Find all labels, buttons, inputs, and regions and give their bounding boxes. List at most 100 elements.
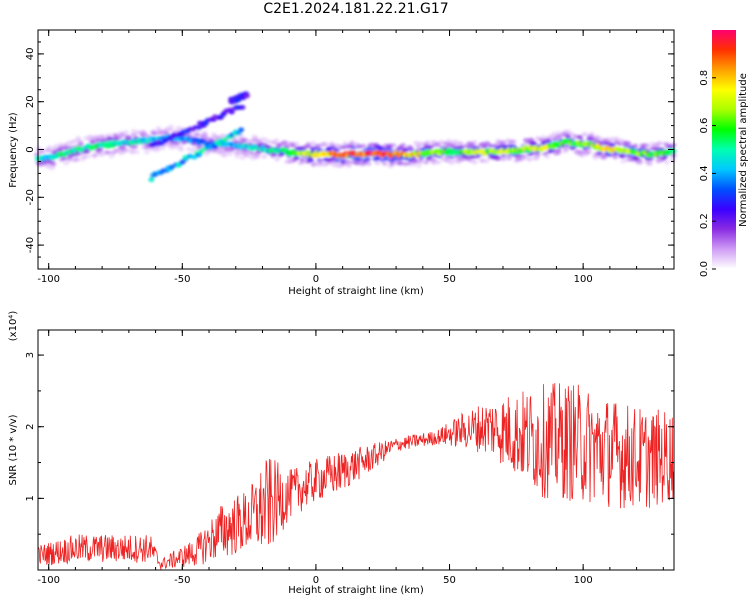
spectrogram-cell — [105, 150, 112, 155]
snr-x-tick-label: -50 — [174, 575, 190, 586]
spectrogram-y-tick-label: 0 — [25, 146, 36, 152]
colorbar-gradient — [712, 30, 736, 269]
spectrogram-cell — [416, 159, 423, 164]
spectrogram-cell — [522, 154, 529, 159]
spectrogram-cell — [172, 144, 179, 149]
spectrogram-cell — [234, 154, 241, 159]
spectrogram-cell — [601, 155, 608, 160]
spectrogram-cell — [220, 133, 227, 138]
spectrogram-cell — [322, 142, 329, 147]
spectrogram-cell — [349, 141, 356, 146]
spectrogram-cell — [46, 144, 53, 150]
colorbar-label: Normalized spectral amplitude — [738, 73, 749, 227]
spectrogram-cell — [585, 149, 592, 154]
spectrogram-y-tick-label: 40 — [25, 48, 36, 61]
spectrogram-cell — [411, 158, 418, 163]
spectrogram-cell — [247, 138, 254, 144]
spectrogram-cell — [534, 156, 541, 161]
snr-y-tick-label: 1 — [25, 495, 36, 501]
spectrogram-cell — [345, 163, 352, 168]
spectrogram-cell — [246, 153, 253, 159]
spectrogram-cell — [132, 144, 139, 149]
spectrogram-cell — [582, 132, 589, 137]
spectrogram-cell — [122, 130, 129, 135]
colorbar-ticks: 0.0 0.2 0.4 0.6 0.8 — [699, 70, 716, 277]
spectrogram-cell — [76, 151, 83, 157]
snr-y-tick-label: 2 — [25, 424, 36, 430]
spectrogram-cell — [239, 155, 246, 160]
snr-x-tick-label: 100 — [574, 575, 593, 586]
spectrogram-cell — [669, 148, 677, 154]
spectrogram-y-tick-label: -20 — [25, 189, 36, 205]
spectrogram-cell — [70, 139, 77, 144]
spectrogram-cell — [167, 124, 174, 129]
spectrogram-cell — [457, 141, 464, 146]
spectrogram-cell — [619, 154, 626, 159]
spectrogram-cell — [381, 161, 388, 166]
snr-y-axis-label: SNR (10 * v/v) — [8, 414, 19, 485]
spectrogram-cell — [130, 128, 137, 134]
spectrogram-cell — [649, 146, 656, 151]
spectrogram-cell — [266, 139, 273, 145]
colorbar-tick-label: 0.4 — [699, 165, 710, 181]
spectrogram-cell — [488, 144, 495, 149]
spectrogram-cell — [358, 161, 365, 166]
spectrogram-cell — [74, 157, 81, 162]
spectrogram-cell — [77, 140, 84, 146]
spectrogram-x-tick-label: -50 — [174, 274, 190, 285]
spectrogram-cell — [484, 140, 491, 146]
spectrogram-y-tick-label: 20 — [25, 95, 36, 108]
spectrogram-cell — [177, 144, 184, 150]
snr-series-line — [37, 383, 674, 570]
spectrogram-cell — [632, 143, 639, 149]
spectrogram-cell — [415, 163, 422, 168]
spectrogram-cell — [609, 143, 616, 148]
spectrogram-cell — [552, 137, 559, 143]
spectrogram-cell — [79, 156, 86, 162]
spectrogram-cell — [576, 135, 583, 140]
spectrogram-cell — [243, 93, 250, 99]
spectrogram-cell — [221, 152, 228, 157]
spectrogram-cell — [226, 152, 233, 157]
spectrogram-cell — [261, 154, 268, 159]
colorbar: 0.0 0.2 0.4 0.6 0.8 Normalized spectral ampl… — [699, 30, 749, 277]
spectrogram-cell — [39, 149, 46, 154]
spectrogram-cell — [48, 166, 55, 171]
spectrogram-cell — [350, 145, 357, 150]
spectrogram-cell — [167, 127, 174, 132]
spectrogram-cell — [91, 152, 98, 158]
snr-multiplier-label: (x10⁴) — [8, 311, 19, 342]
spectrogram-cell — [273, 138, 280, 143]
spectrogram-cell — [531, 141, 538, 146]
spectrogram-cell — [143, 149, 150, 155]
spectrogram-cell — [332, 146, 339, 152]
snr-ticks: -100 -50 0 50 100 1 2 3 — [25, 330, 674, 586]
spectrogram-cell — [656, 140, 663, 146]
spectrogram-cell — [459, 156, 466, 162]
spectrogram-cell — [500, 140, 507, 145]
spectrogram-x-tick-label: 100 — [574, 274, 593, 285]
spectrogram-cell — [506, 155, 513, 161]
spectrogram-cell — [390, 143, 397, 148]
snr-y-tick-label: 3 — [25, 352, 36, 358]
spectrogram-cell — [408, 147, 415, 153]
spectrogram-cell — [620, 159, 627, 164]
spectrogram-cell — [159, 146, 166, 151]
spectrogram-cell — [526, 157, 533, 162]
spectrogram-cell — [625, 141, 632, 146]
spectrogram-x-axis-label: Height of straight line (km) — [288, 286, 424, 297]
spectrogram-cell — [239, 104, 246, 110]
spectrogram-cell — [565, 129, 572, 134]
snr-panel: -100 -50 0 50 100 1 2 3 Height of straight line… — [8, 311, 675, 596]
spectrogram-cell — [423, 159, 430, 165]
snr-x-tick-label: 0 — [313, 575, 319, 586]
spectrogram-cell — [483, 158, 490, 164]
spectrogram-cell — [647, 156, 654, 162]
spectrogram-cell — [53, 143, 60, 149]
spectrogram-cell — [125, 135, 132, 140]
snr-x-axis-label: Height of straight line (km) — [288, 585, 424, 596]
spectrogram-x-tick-label: 50 — [443, 274, 456, 285]
spectrogram-cell — [389, 161, 396, 166]
spectrogram-cell — [133, 149, 140, 155]
